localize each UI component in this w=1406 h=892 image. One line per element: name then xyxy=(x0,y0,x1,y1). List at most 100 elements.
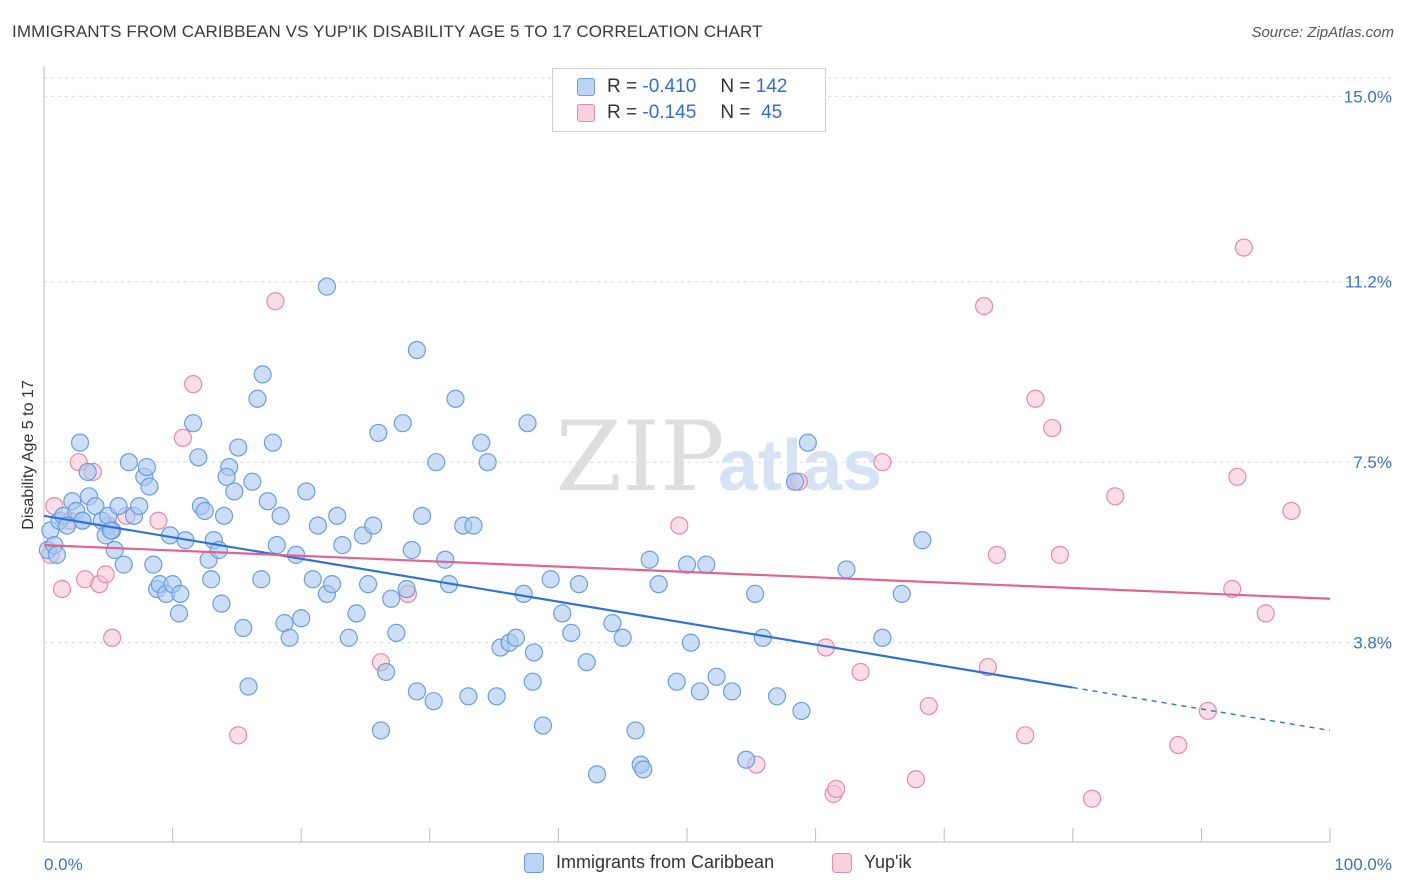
caribbean-point xyxy=(105,540,124,560)
legend-n-value: 142 xyxy=(755,76,788,97)
caribbean-point xyxy=(459,687,478,706)
yupik-point xyxy=(851,662,870,682)
caribbean-point xyxy=(263,433,283,452)
caribbean-point xyxy=(369,423,388,443)
y-axis-label: Disability Age 5 to 17 xyxy=(20,380,37,530)
caribbean-point xyxy=(47,545,66,564)
caribbean-point xyxy=(524,643,544,662)
caribbean-point xyxy=(234,618,253,638)
caribbean-point xyxy=(387,623,406,643)
legend-r-value: -0.145 xyxy=(642,102,697,123)
caribbean-point xyxy=(267,536,286,555)
caribbean-point xyxy=(169,604,189,623)
bottom-legend-label: Immigrants from Caribbean xyxy=(556,852,775,872)
caribbean-point xyxy=(913,531,932,550)
caribbean-point xyxy=(130,496,149,516)
caribbean-point xyxy=(382,589,401,608)
yupik-point xyxy=(974,297,994,316)
caribbean-point xyxy=(239,677,258,696)
caribbean-point xyxy=(225,482,244,501)
caribbean-point xyxy=(376,662,396,682)
correlation-legend: R = -0.410 N = 142 R = -0.145 N = 45 xyxy=(552,68,826,132)
yupik-point xyxy=(1106,487,1125,506)
bottom-legend-swatch-blue xyxy=(524,852,544,873)
caribbean-point xyxy=(722,682,742,701)
caribbean-point xyxy=(697,555,716,574)
caribbean-point xyxy=(569,575,589,594)
caribbean-point xyxy=(248,389,267,408)
caribbean-point xyxy=(184,414,203,433)
yupik-point xyxy=(1256,604,1275,623)
trend-lines xyxy=(43,514,1331,732)
gridlines xyxy=(44,77,1392,644)
caribbean-point xyxy=(677,555,697,574)
caribbean-point xyxy=(297,482,316,501)
yupik-point xyxy=(873,453,892,472)
caribbean-point xyxy=(892,584,911,603)
yupik-point xyxy=(1016,726,1035,745)
caribbean-point xyxy=(140,477,159,496)
caribbean-point xyxy=(303,570,322,589)
caribbean-point xyxy=(258,492,277,511)
caribbean-trend-line xyxy=(43,514,1073,689)
caribbean-point xyxy=(446,389,465,408)
x-tick-label-max: 100.0% xyxy=(1334,855,1392,874)
caribbean-point xyxy=(541,570,560,589)
caribbean-point xyxy=(587,765,607,784)
caribbean-point xyxy=(402,540,421,560)
legend-row-yupik: R = -0.145 N = 45 xyxy=(577,101,782,125)
caribbean-point xyxy=(767,687,787,706)
caribbean-point xyxy=(119,453,138,472)
caribbean-point xyxy=(70,433,90,452)
caribbean-point xyxy=(746,584,765,603)
yupik-point xyxy=(1050,545,1070,564)
caribbean-point xyxy=(603,614,622,633)
x-tick-label-min: 0.0% xyxy=(44,855,83,874)
caribbean-point xyxy=(322,575,342,594)
caribbean-point xyxy=(109,496,128,516)
legend-r-label: R = xyxy=(607,102,638,123)
yupik-point xyxy=(987,545,1007,564)
caribbean-point xyxy=(472,433,491,452)
caribbean-point xyxy=(412,506,432,525)
y-tick-label: 15.0% xyxy=(1344,87,1392,106)
y-tick-label: 3.8% xyxy=(1353,634,1392,653)
caribbean-point xyxy=(649,575,668,594)
yupik-point xyxy=(1169,735,1188,755)
yupik-point xyxy=(149,511,168,530)
caribbean-point xyxy=(667,672,686,691)
caribbean-point xyxy=(518,414,537,433)
legend-n-label: N = xyxy=(720,76,751,97)
yupik-point xyxy=(1282,501,1301,521)
caribbean-point xyxy=(144,555,163,574)
yupik-point xyxy=(229,726,248,745)
caribbean-point xyxy=(229,438,248,457)
caribbean-point xyxy=(317,277,337,296)
caribbean-point xyxy=(737,750,756,769)
caribbean-point xyxy=(690,682,709,701)
yupik-point xyxy=(184,375,203,394)
caribbean-point xyxy=(873,628,892,647)
yupik-point xyxy=(670,516,689,535)
yupik-point xyxy=(906,770,926,789)
legend-n-value: 45 xyxy=(761,102,783,123)
y-tick-label: 7.5% xyxy=(1353,453,1392,472)
caribbean-point xyxy=(101,521,120,540)
caribbean-point xyxy=(328,506,347,525)
caribbean-point xyxy=(171,584,190,603)
caribbean-point xyxy=(397,579,416,599)
y-tick-label: 11.2% xyxy=(1345,273,1392,292)
legend-r-value: -0.410 xyxy=(642,76,697,97)
caribbean-point xyxy=(407,682,427,701)
axes xyxy=(43,66,1331,843)
caribbean-point xyxy=(358,575,378,594)
caribbean-point xyxy=(681,633,700,652)
caribbean-point xyxy=(577,653,596,672)
caribbean-point xyxy=(308,516,328,535)
bottom-legend-caribbean: Immigrants from Caribbean xyxy=(524,852,774,873)
yupik-point xyxy=(1082,789,1102,808)
caribbean-point xyxy=(798,433,817,452)
bottom-legend-label: Yup'ik xyxy=(864,852,912,872)
yupik-point xyxy=(1223,579,1242,599)
